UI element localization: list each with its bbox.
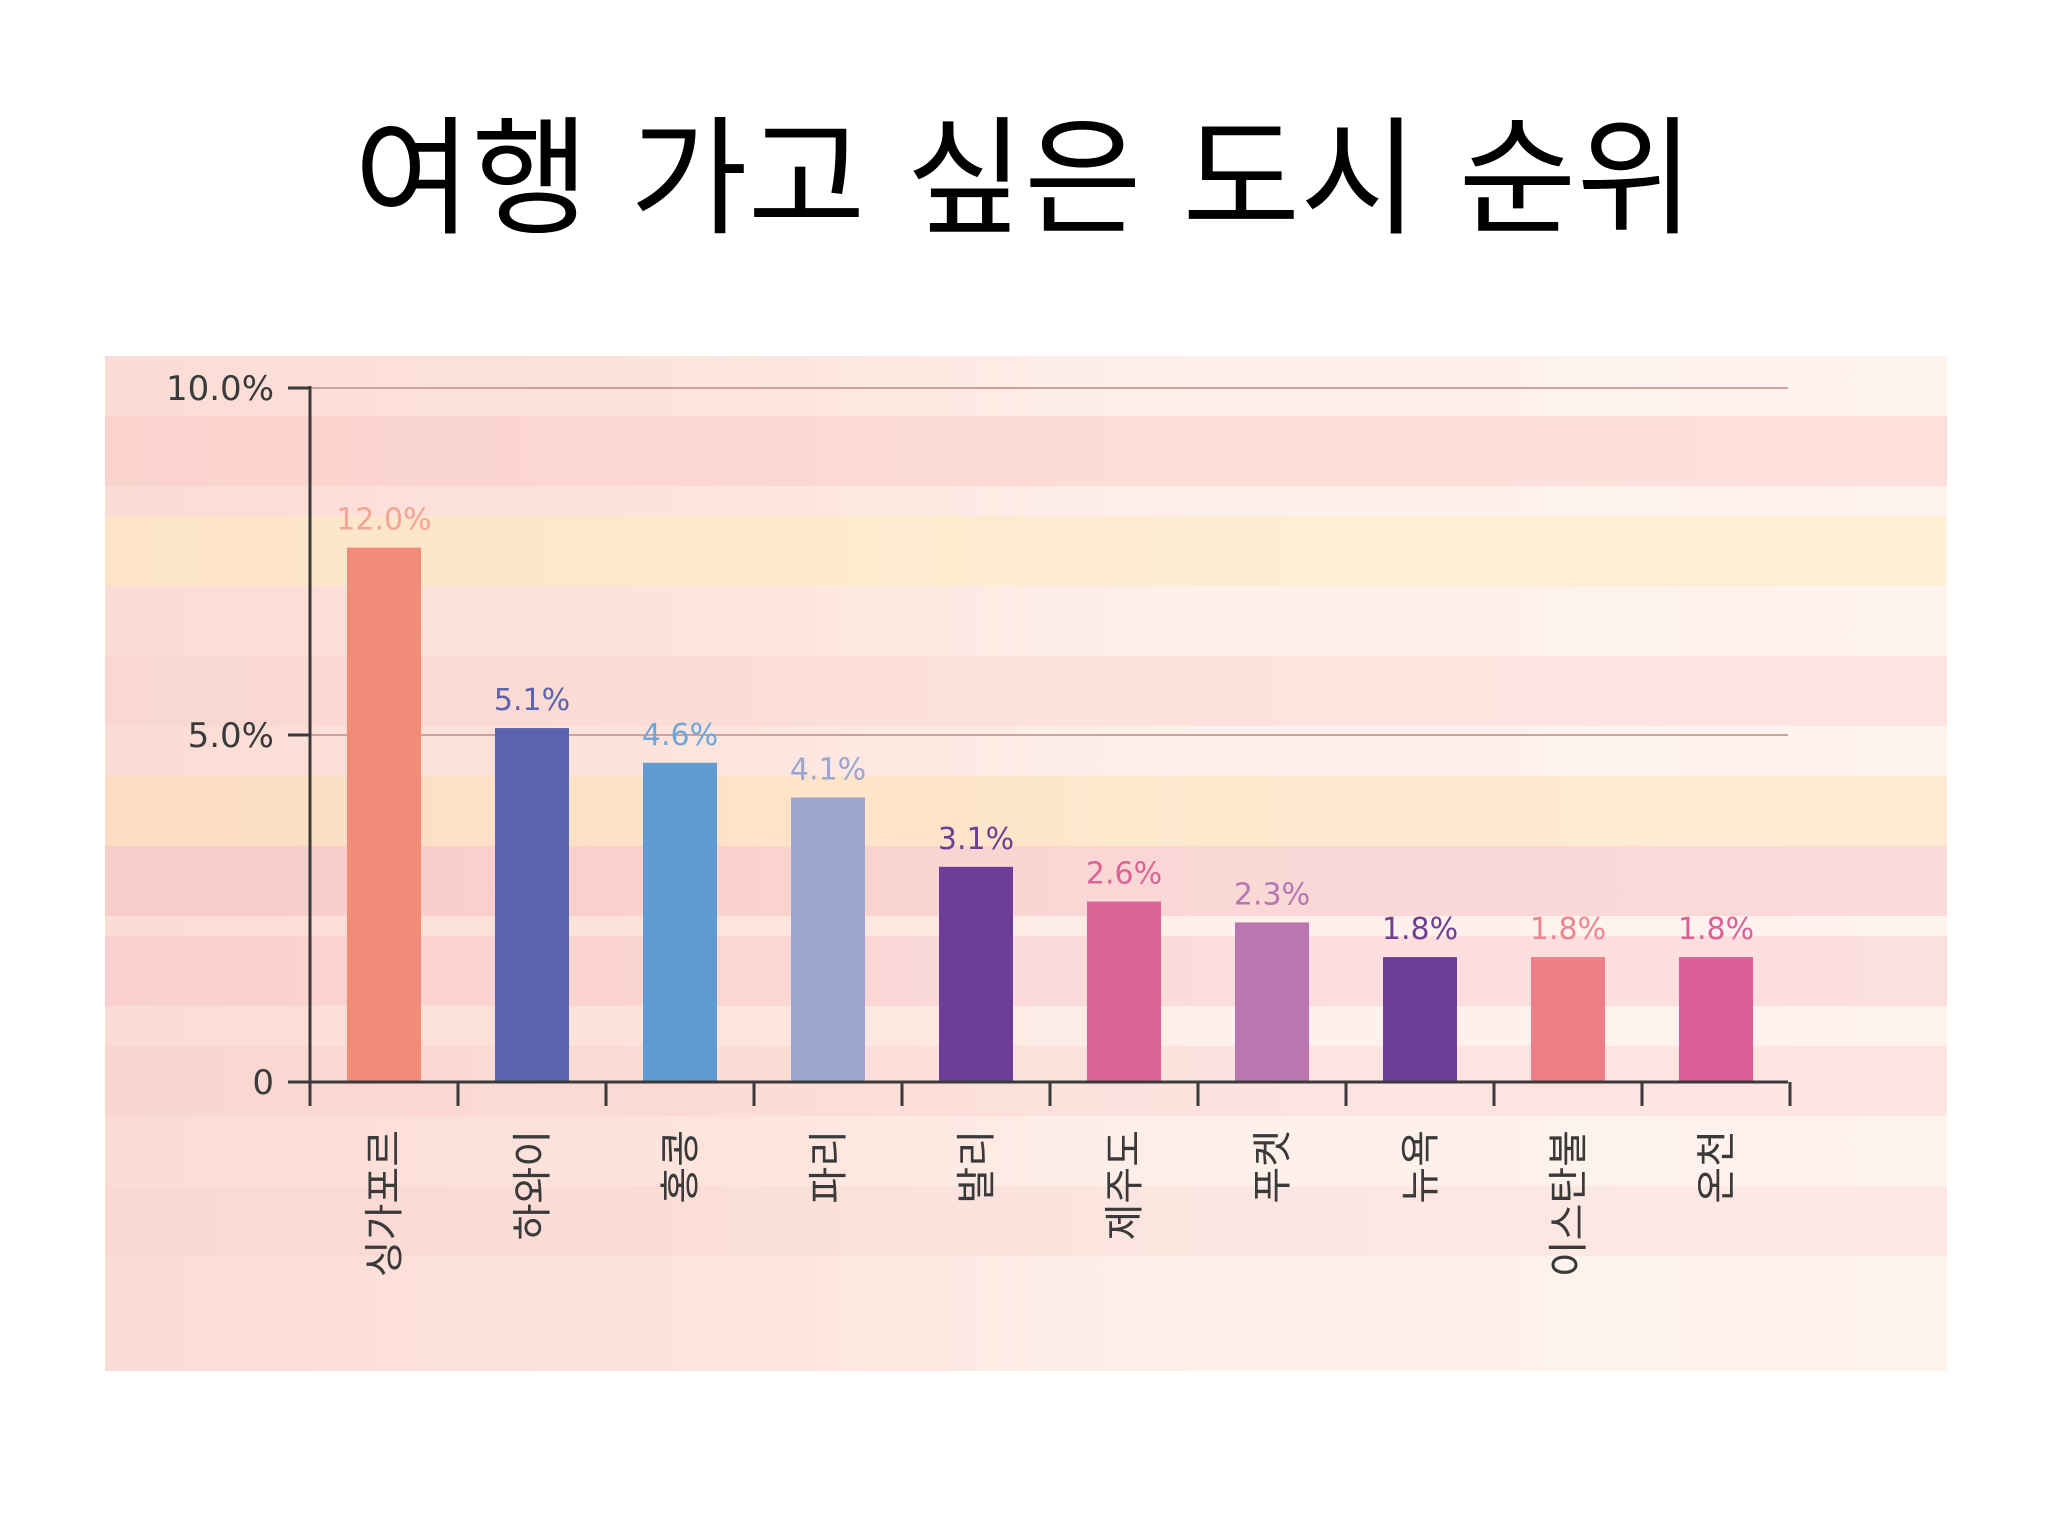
bar <box>939 866 1013 1082</box>
background-band <box>105 416 1947 486</box>
data-label: 1.8% <box>1678 912 1754 947</box>
category-label: 발리 <box>954 1130 1000 1204</box>
bar <box>1383 957 1457 1082</box>
category-label: 제주도 <box>1102 1130 1148 1240</box>
y-tick-label: 0 <box>252 1063 274 1103</box>
bar <box>1235 922 1309 1082</box>
data-label: 3.1% <box>938 822 1014 857</box>
category-label: 온천 <box>1694 1130 1740 1204</box>
bar <box>1679 957 1753 1082</box>
category-label: 이스탄불 <box>1546 1130 1592 1277</box>
y-tick-label: 10.0% <box>166 369 274 409</box>
chart-title: 여행 가고 싶은 도시 순위 <box>353 105 1695 254</box>
bar <box>643 762 717 1082</box>
bar <box>495 728 569 1082</box>
category-label: 홍콩 <box>658 1130 704 1204</box>
bar <box>1531 957 1605 1082</box>
data-label: 2.6% <box>1086 857 1162 892</box>
data-label: 1.8% <box>1382 912 1458 947</box>
data-label: 12.0% <box>336 503 431 538</box>
category-label: 푸켓 <box>1250 1130 1296 1204</box>
bar <box>1087 901 1161 1082</box>
data-label: 5.1% <box>494 683 570 718</box>
category-label: 하와이 <box>510 1130 556 1240</box>
category-label: 파리 <box>806 1130 852 1204</box>
y-tick-label: 5.0% <box>188 716 274 756</box>
data-label: 1.8% <box>1530 912 1606 947</box>
bar <box>347 547 421 1082</box>
bar <box>791 797 865 1082</box>
data-label: 4.6% <box>642 718 718 753</box>
data-label: 2.3% <box>1234 877 1310 912</box>
category-label: 싱가포르 <box>362 1130 408 1277</box>
background-band <box>105 1186 1947 1256</box>
data-label: 4.1% <box>790 752 866 787</box>
category-label: 뉴욕 <box>1398 1130 1444 1204</box>
